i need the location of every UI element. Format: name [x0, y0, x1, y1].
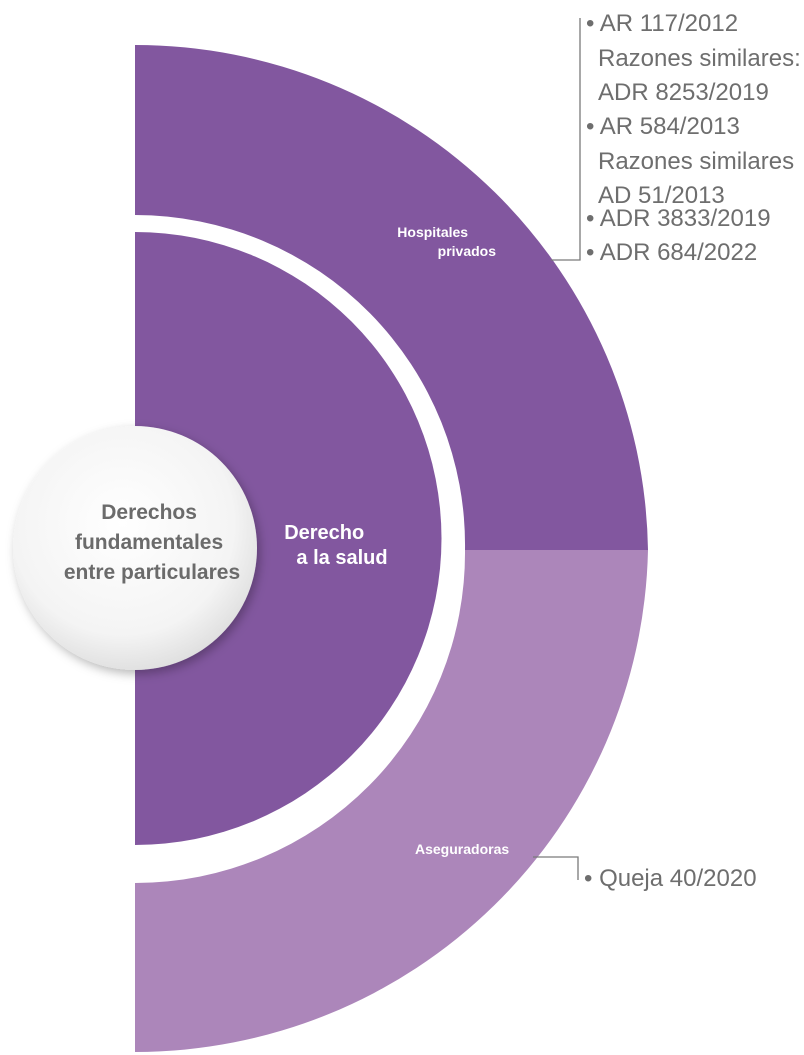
case-item: ADR 8253/2019: [598, 79, 769, 106]
center-label-line: fundamentales: [75, 531, 223, 554]
case-item: • AR 117/2012: [586, 10, 738, 37]
center-label-line: Derechos: [101, 501, 197, 524]
segment-label-aseguradoras: Aseguradoras: [415, 841, 509, 857]
center-label: Derechos fundamentales entre particulare…: [64, 501, 240, 584]
connector-aseguradoras: [533, 856, 579, 880]
case-item: AD 51/2013: [598, 182, 725, 209]
case-item: • ADR 684/2022: [586, 239, 757, 266]
case-item: • Queja 40/2020: [584, 865, 757, 892]
connector-hospitales: [551, 18, 581, 261]
segment-label-line: privados: [438, 243, 497, 259]
segment-label-line: Hospitales: [397, 224, 468, 240]
case-list-aseguradoras: • Queja 40/2020: [584, 865, 757, 892]
segment-aseguradoras: [135, 550, 648, 1052]
inner-label-line: a la salud: [296, 547, 387, 569]
inner-label: Derecho a la salud: [284, 522, 387, 569]
segment-hospitales-privados: [135, 44, 648, 550]
case-item: Razones similares: [598, 148, 794, 175]
center-circle: [13, 426, 257, 670]
case-item: Razones similares:: [598, 45, 801, 72]
inner-half-disk: [135, 232, 442, 845]
case-list-hospitales: • AR 117/2012 Razones similares: ADR 825…: [586, 10, 804, 266]
segment-label-hospitales: Hospitales privados: [397, 224, 496, 259]
case-item: • ADR 3833/2019: [586, 205, 771, 232]
segment-label-line: Aseguradoras: [415, 841, 509, 857]
case-item: • AR 584/2013: [586, 113, 740, 140]
inner-label-line: Derecho: [284, 522, 364, 544]
center-label-line: entre particulares: [64, 561, 240, 584]
